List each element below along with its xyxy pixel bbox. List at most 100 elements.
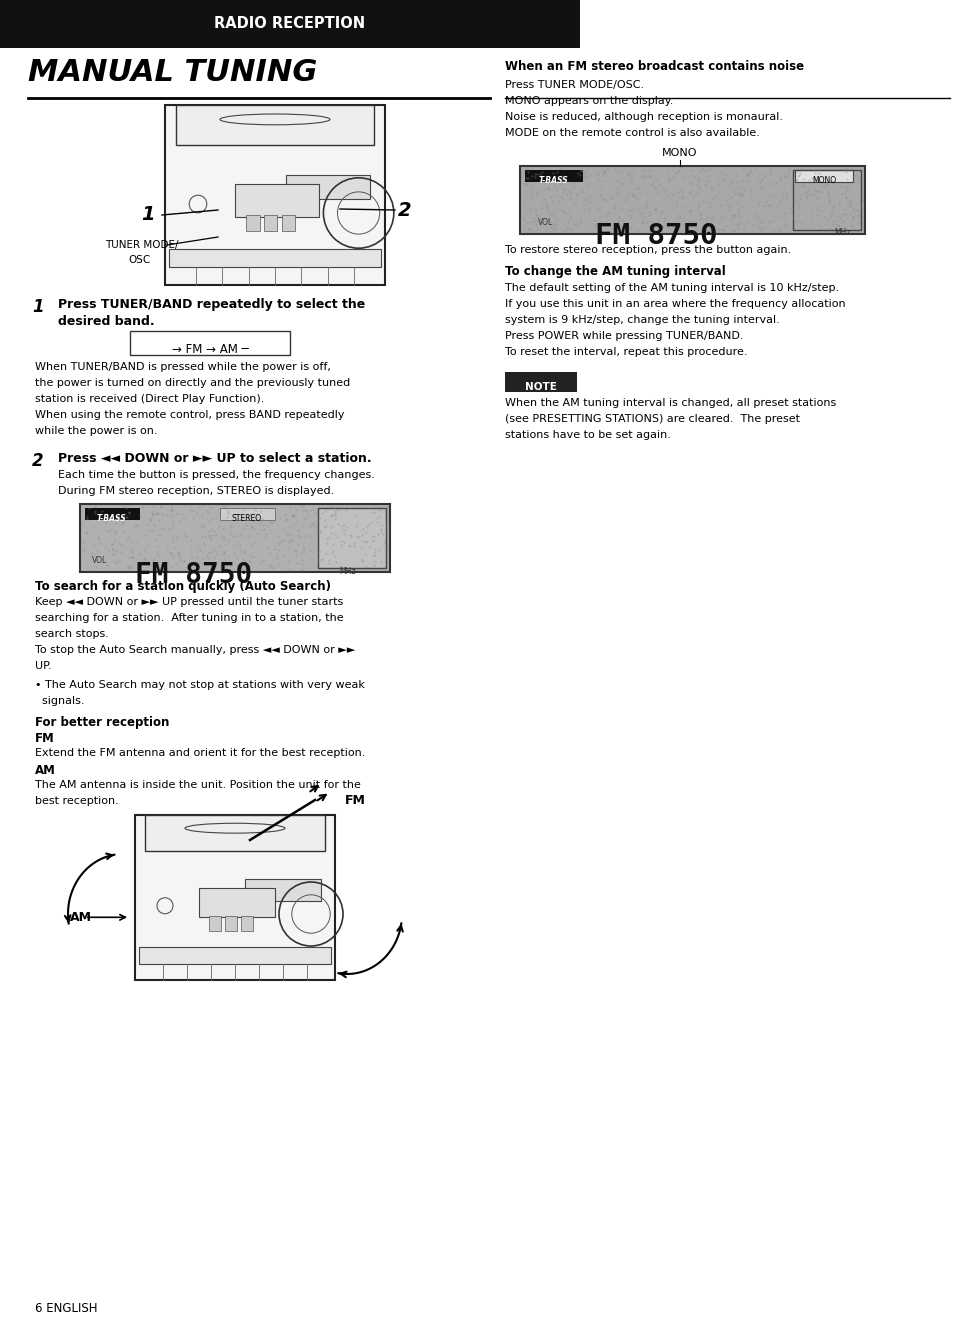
Point bbox=[546, 215, 561, 237]
Point bbox=[327, 509, 342, 530]
Point bbox=[545, 162, 560, 183]
Point bbox=[676, 166, 691, 187]
Point bbox=[358, 556, 374, 577]
Point bbox=[195, 548, 211, 569]
Point bbox=[355, 549, 371, 570]
Point bbox=[613, 173, 628, 194]
Point bbox=[830, 191, 845, 213]
Point bbox=[284, 505, 299, 526]
Point bbox=[622, 205, 638, 226]
Point bbox=[820, 185, 835, 206]
Point bbox=[736, 214, 751, 235]
Point bbox=[591, 195, 606, 217]
Point bbox=[254, 549, 270, 570]
Point bbox=[101, 508, 116, 529]
Point bbox=[831, 215, 846, 237]
Point bbox=[761, 194, 777, 215]
Point bbox=[215, 496, 231, 517]
Point bbox=[310, 541, 325, 562]
Point bbox=[172, 544, 187, 565]
Point bbox=[614, 217, 629, 238]
Point bbox=[731, 218, 746, 239]
Point bbox=[152, 509, 167, 530]
Point bbox=[676, 214, 691, 235]
Point bbox=[98, 504, 113, 525]
Point bbox=[559, 211, 575, 233]
Point bbox=[717, 165, 732, 186]
Point bbox=[162, 542, 177, 563]
Point bbox=[720, 199, 736, 221]
Point bbox=[785, 207, 801, 229]
Point bbox=[159, 536, 174, 557]
Point bbox=[538, 199, 554, 221]
Point bbox=[638, 193, 653, 214]
Point bbox=[533, 198, 548, 219]
Point bbox=[89, 557, 104, 578]
Point bbox=[283, 524, 298, 545]
Point bbox=[294, 553, 310, 574]
Point bbox=[183, 546, 198, 567]
Point bbox=[176, 550, 192, 571]
Point bbox=[290, 510, 305, 532]
Point bbox=[325, 534, 340, 556]
Point bbox=[844, 206, 860, 227]
Point bbox=[253, 501, 268, 522]
Point bbox=[159, 505, 174, 526]
Point bbox=[207, 525, 222, 546]
Point bbox=[247, 500, 262, 521]
Point bbox=[841, 195, 857, 217]
Point bbox=[713, 161, 728, 182]
Point bbox=[294, 542, 309, 563]
Point bbox=[806, 162, 821, 183]
Point bbox=[107, 522, 122, 544]
Text: RADIO RECEPTION: RADIO RECEPTION bbox=[214, 16, 365, 32]
Point bbox=[610, 211, 625, 233]
Point bbox=[112, 550, 128, 571]
Point bbox=[109, 541, 124, 562]
Point bbox=[705, 178, 720, 199]
Point bbox=[623, 173, 639, 194]
Point bbox=[240, 557, 255, 578]
Point bbox=[816, 167, 831, 189]
Point bbox=[294, 549, 310, 570]
Point bbox=[565, 175, 580, 197]
Text: station is received (Direct Play Function).: station is received (Direct Play Functio… bbox=[35, 393, 264, 404]
Point bbox=[313, 521, 328, 542]
Point bbox=[740, 165, 755, 186]
Point bbox=[542, 211, 558, 233]
Point bbox=[610, 163, 625, 185]
Point bbox=[581, 163, 597, 185]
Point bbox=[620, 183, 636, 205]
Point bbox=[731, 183, 746, 205]
Point bbox=[755, 217, 770, 238]
Point bbox=[641, 210, 657, 231]
Point bbox=[235, 518, 251, 540]
Bar bbox=[135, 815, 335, 979]
Point bbox=[687, 213, 702, 234]
Point bbox=[851, 170, 866, 191]
Point bbox=[529, 183, 544, 205]
Point bbox=[212, 536, 227, 557]
Point bbox=[333, 560, 348, 581]
Point bbox=[128, 516, 143, 537]
Point bbox=[289, 541, 304, 562]
Point bbox=[842, 214, 858, 235]
Point bbox=[358, 521, 374, 542]
Point bbox=[855, 190, 870, 211]
Point bbox=[845, 197, 861, 218]
Point bbox=[194, 496, 210, 517]
Point bbox=[713, 207, 728, 229]
Point bbox=[624, 199, 639, 221]
Point bbox=[176, 509, 192, 530]
Point bbox=[800, 179, 815, 201]
Point bbox=[666, 162, 681, 183]
Point bbox=[573, 159, 588, 181]
Point bbox=[781, 198, 797, 219]
Point bbox=[722, 169, 738, 190]
Point bbox=[715, 169, 730, 190]
Point bbox=[241, 550, 256, 571]
Point bbox=[691, 197, 706, 218]
Text: (see PRESETTING STATIONS) are cleared.  The preset: (see PRESETTING STATIONS) are cleared. T… bbox=[504, 415, 800, 424]
Point bbox=[686, 166, 701, 187]
Text: T-BASS: T-BASS bbox=[538, 175, 568, 185]
